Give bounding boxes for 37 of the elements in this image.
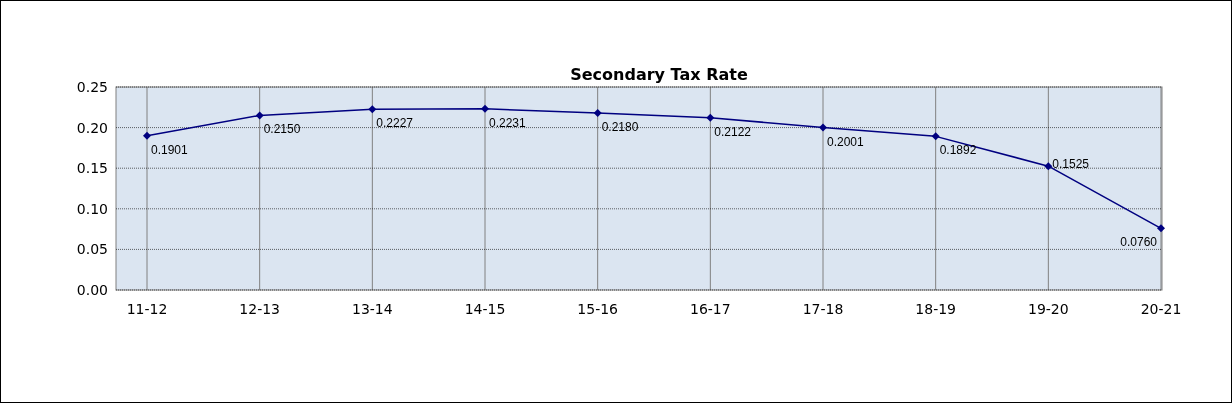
data-label: 0.1901 bbox=[151, 142, 189, 157]
point bbox=[368, 105, 377, 114]
point bbox=[143, 131, 151, 140]
y-tick-label: 0.15 bbox=[76, 160, 108, 177]
x-tick-label: 13-14 bbox=[351, 301, 393, 317]
point bbox=[706, 113, 715, 122]
chart-title: Secondary Tax Rate bbox=[570, 65, 748, 84]
data-label: 0.1892 bbox=[939, 143, 977, 158]
x-tick-label: 18-19 bbox=[915, 301, 957, 317]
y-tick-label: 0.05 bbox=[76, 241, 108, 258]
data-label: 0.1525 bbox=[1052, 157, 1090, 172]
y-tick-label: 0.25 bbox=[76, 79, 108, 95]
x-tick-label: 15-16 bbox=[577, 301, 619, 317]
point bbox=[931, 132, 940, 141]
point bbox=[1044, 162, 1053, 171]
data-label: 0.2122 bbox=[714, 124, 752, 139]
x-tick-label: 14-15 bbox=[464, 301, 506, 317]
y-tick-label: 0.20 bbox=[76, 119, 108, 136]
x-tick-label: 19-20 bbox=[1027, 301, 1069, 317]
data-label: 0.2227 bbox=[376, 116, 414, 131]
x-tick-label: 17-18 bbox=[802, 301, 844, 317]
data-label: 0.0760 bbox=[1120, 235, 1158, 250]
y-tick-label: 0.10 bbox=[76, 200, 108, 217]
data-label: 0.2150 bbox=[263, 122, 301, 137]
point bbox=[819, 123, 827, 132]
point bbox=[593, 108, 602, 117]
point bbox=[481, 104, 489, 113]
point bbox=[255, 111, 264, 120]
data-label: 0.2001 bbox=[827, 134, 865, 149]
y-tick-label: 0.00 bbox=[76, 282, 108, 298]
data-label: 0.2231 bbox=[489, 115, 527, 130]
data-label: 0.2180 bbox=[601, 119, 639, 134]
x-tick-label: 11-12 bbox=[126, 301, 168, 317]
x-tick-label: 20-21 bbox=[1140, 301, 1182, 317]
point bbox=[1157, 224, 1165, 233]
x-tick-label: 16-17 bbox=[689, 301, 731, 317]
x-tick-label: 12-13 bbox=[239, 301, 281, 317]
